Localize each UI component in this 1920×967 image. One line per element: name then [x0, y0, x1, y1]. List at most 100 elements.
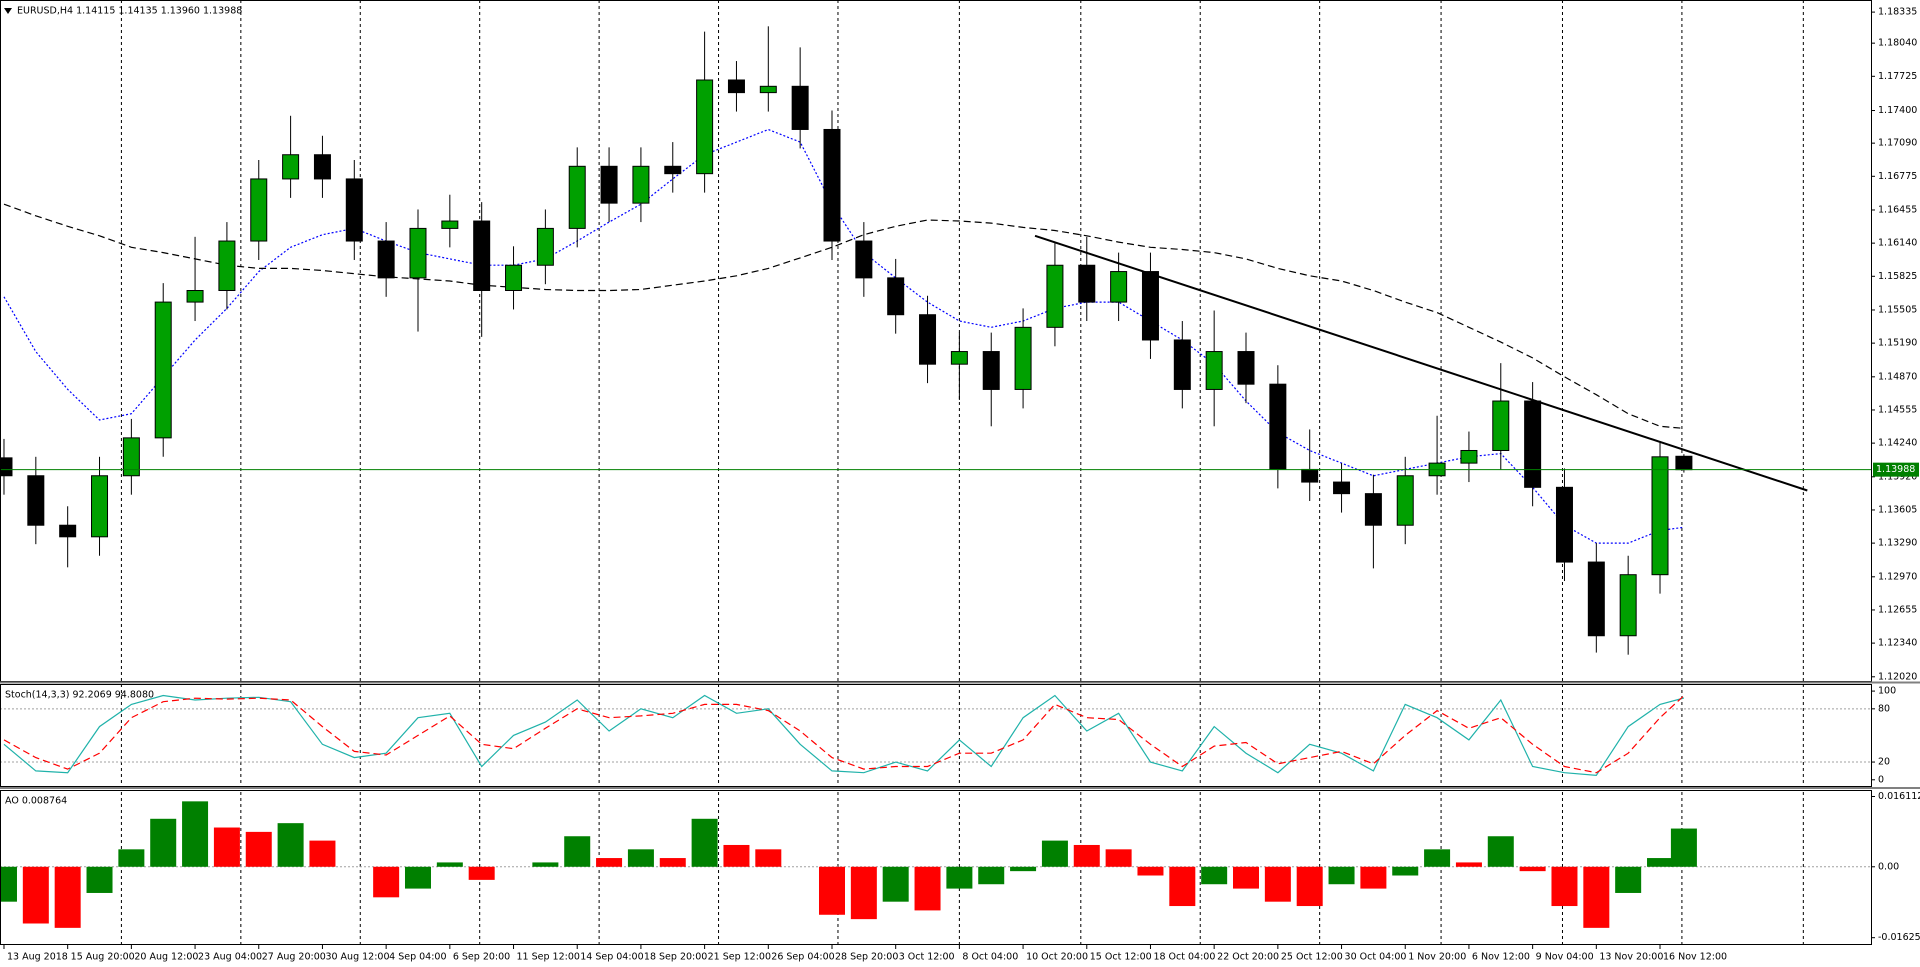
x-tick-label: 3 Oct 12:00: [899, 952, 955, 963]
candle-body: [505, 264, 523, 292]
candle-body: [473, 220, 491, 292]
x-tick-label: 15 Aug 20:00: [71, 952, 135, 963]
ao-bar: [1105, 849, 1132, 867]
y-tick-label: 1.14555: [1878, 404, 1917, 415]
ao-bar: [182, 801, 209, 867]
ao-bar: [1041, 840, 1068, 867]
candle-body: [823, 128, 841, 242]
ao-bar: [1360, 866, 1387, 889]
ao-bar: [468, 866, 495, 880]
candle-body: [441, 220, 459, 229]
candle-body: [250, 178, 268, 242]
ao-bar: [277, 823, 304, 867]
ao-bar: [150, 818, 177, 867]
candle-body: [1619, 574, 1637, 637]
candle-body: [1587, 561, 1605, 637]
y-tick-label: 1.16775: [1878, 171, 1917, 182]
ao-bar: [54, 866, 81, 928]
y-tick-label: 1.12970: [1878, 571, 1917, 582]
candle-body: [600, 165, 618, 204]
oscillator-line: [3, 694, 1685, 777]
x-tick-label: 18 Sep 20:00: [644, 952, 707, 963]
candle-body: [313, 154, 331, 180]
candle-body: [791, 85, 809, 130]
ao-bar: [373, 866, 400, 898]
ao-bar: [309, 840, 336, 867]
x-tick-label: 1 Nov 20:00: [1408, 952, 1466, 963]
x-tick-label: 13 Nov 20:00: [1599, 952, 1663, 963]
y-tick-label: 100: [1878, 686, 1896, 697]
candle-body: [409, 227, 427, 279]
candle-body: [1651, 456, 1669, 576]
ao-bar: [1264, 866, 1291, 902]
moving-average: [3, 203, 1684, 429]
y-tick-label: 1.16455: [1878, 204, 1917, 215]
candle-body: [1173, 339, 1191, 390]
candle-body: [568, 165, 586, 229]
y-tick-label: 1.18040: [1878, 38, 1917, 49]
candle-body: [1110, 271, 1128, 303]
ao-bar: [755, 849, 782, 867]
x-tick-label: 23 Aug 04:00: [198, 952, 262, 963]
ao-bar: [532, 862, 559, 867]
candle-body: [632, 165, 650, 204]
x-tick-label: 11 Sep 12:00: [517, 952, 580, 963]
panel-frame: [0, 684, 1872, 787]
ao-bar: [22, 866, 49, 924]
candle-body: [1333, 481, 1351, 495]
ao-bar: [1519, 866, 1546, 872]
candle-body: [1046, 264, 1064, 328]
x-tick-label: 16 Nov 12:00: [1663, 952, 1727, 963]
ao-bar: [1615, 866, 1642, 893]
candle-body: [887, 277, 905, 316]
candle-body: [377, 240, 395, 279]
candle-body: [696, 79, 714, 175]
ao-bar: [245, 831, 272, 867]
ao-bar: [723, 844, 750, 867]
ao-bar: [978, 866, 1005, 885]
x-tick-label: 9 Nov 04:00: [1536, 952, 1594, 963]
y-tick-label: 0.00: [1878, 861, 1899, 872]
y-tick-label: 1.13290: [1878, 538, 1917, 549]
ao-bar: [1328, 866, 1355, 885]
x-tick-label: 26 Sep 04:00: [771, 952, 834, 963]
x-tick-label: 30 Aug 12:00: [325, 952, 389, 963]
menu-arrow-icon[interactable]: [4, 8, 12, 14]
candle-body: [950, 351, 968, 365]
x-tick-label: 30 Oct 04:00: [1345, 952, 1407, 963]
ao-bar: [213, 827, 240, 867]
candle-body: [664, 165, 682, 175]
panel-title: EURUSD,H4 1.14115 1.14135 1.13960 1.1398…: [17, 6, 242, 17]
candle-body: [919, 314, 937, 365]
ao-bar: [0, 866, 17, 902]
y-tick-label: 1.12655: [1878, 604, 1917, 615]
ao-bar: [914, 866, 941, 911]
x-tick-label: 8 Oct 04:00: [962, 952, 1018, 963]
candle-body: [1524, 400, 1542, 488]
candle-body: [59, 524, 77, 538]
x-tick-label: 22 Oct 20:00: [1217, 952, 1279, 963]
y-tick-label: 1.16140: [1878, 238, 1917, 249]
y-tick-label: 1.17400: [1878, 105, 1917, 116]
x-tick-label: 10 Oct 20:00: [1026, 952, 1088, 963]
trend-line: [1034, 234, 1808, 492]
y-tick-label: -0.016255: [1878, 932, 1920, 943]
ao-bar: [1424, 849, 1451, 867]
x-tick-label: 20 Aug 12:00: [134, 952, 198, 963]
y-tick-label: 1.14870: [1878, 371, 1917, 382]
x-tick-label: 13 Aug 2018: [7, 952, 68, 963]
candle-body: [186, 290, 204, 303]
x-tick-label: 28 Sep 20:00: [835, 952, 898, 963]
ao-bar: [118, 849, 145, 867]
x-tick-label: 14 Sep 04:00: [580, 952, 643, 963]
candle-body: [0, 457, 13, 477]
ao-bar: [86, 866, 113, 893]
x-tick-label: 6 Sep 20:00: [453, 952, 510, 963]
x-tick-label: 15 Oct 12:00: [1090, 952, 1152, 963]
ao-bar: [564, 836, 591, 867]
y-tick-label: 20: [1878, 757, 1890, 768]
candle-body: [345, 178, 363, 242]
